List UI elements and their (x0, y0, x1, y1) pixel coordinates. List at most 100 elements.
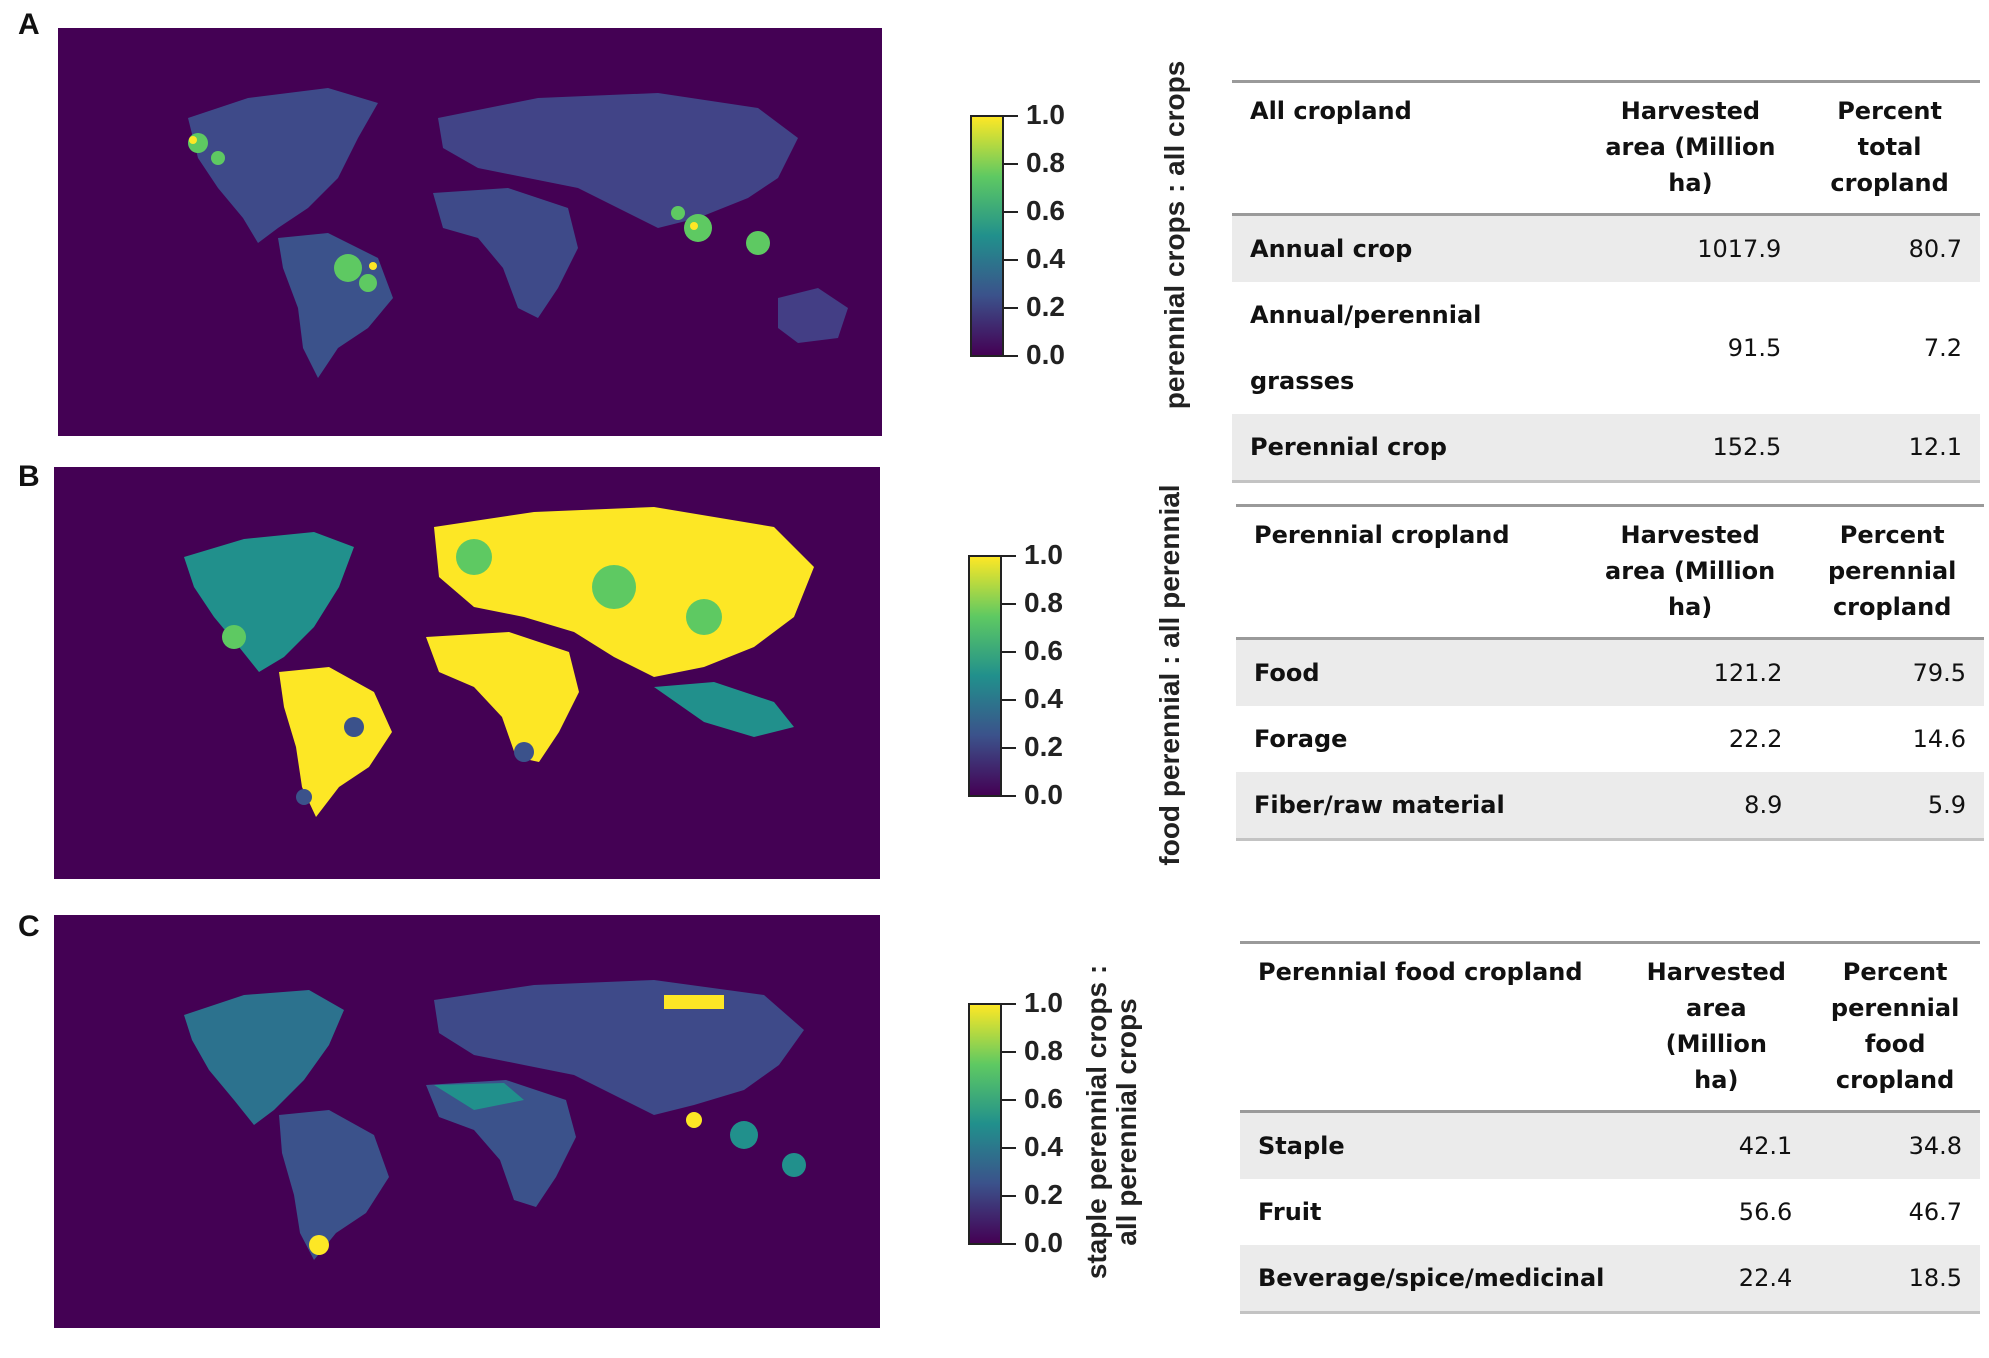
table-row: Annual/perennial grasses 91.5 7.2 (1232, 282, 1980, 414)
colorbar-title-line: all perennial crops (1111, 998, 1142, 1246)
row-area: 91.5 (1727, 334, 1782, 362)
landmass-eurasia-c (434, 980, 804, 1115)
tick-label: 1.0 (1026, 99, 1065, 130)
row-label: Fruit (1258, 1198, 1322, 1226)
row-label: Fiber/raw material (1236, 772, 1580, 841)
hotspots-a (188, 133, 770, 292)
tick-label: 0.8 (1024, 587, 1063, 618)
row-percent: 80.7 (1799, 214, 1980, 282)
colorbar-gradient-a (970, 115, 1004, 357)
tick-mark (1002, 1243, 1016, 1245)
landmass-north-america-b (184, 532, 354, 672)
world-map-c (54, 915, 880, 1328)
stats-table-b: Perennial cropland Harvested area (Milli… (1236, 504, 1984, 841)
tick-label: 0.0 (1024, 779, 1063, 810)
table-header: Perennial food cropland (1240, 941, 1623, 1113)
row-percent: 14.6 (1912, 725, 1966, 753)
row-label: Annual crop (1232, 214, 1582, 282)
tick-label: 0.2 (1026, 291, 1065, 322)
tick-label: 0.4 (1024, 1131, 1063, 1162)
tick-mark (1004, 115, 1018, 117)
table-header: Percent total cropland (1799, 80, 1980, 216)
row-percent: 5.9 (1800, 772, 1984, 841)
table-row: Annual crop 1017.9 80.7 (1232, 214, 1980, 282)
tick-mark (1002, 1051, 1016, 1053)
tick-mark (1002, 1003, 1016, 1005)
colorbar-title-c: staple perennial crops : all perennial c… (1081, 922, 1146, 1322)
tick-label: 1.0 (1024, 987, 1063, 1018)
row-percent: 46.7 (1908, 1198, 1962, 1226)
table-header: Harvested area (Million ha) (1579, 504, 1801, 640)
tick-label: 0.6 (1024, 635, 1063, 666)
table-header-row: Perennial cropland Harvested area (Milli… (1236, 504, 1984, 640)
row-area: 8.9 (1579, 772, 1801, 841)
row-label: Staple (1240, 1111, 1623, 1179)
tick-label: 0.0 (1024, 1227, 1063, 1258)
tick-mark (1002, 795, 1016, 797)
world-map-a (58, 28, 882, 436)
tick-label: 0.2 (1024, 731, 1063, 762)
tick-mark (1002, 651, 1016, 653)
row-percent: 34.8 (1810, 1111, 1980, 1179)
colorbar-title-line: staple perennial crops : (1081, 964, 1112, 1280)
tick-mark (1004, 211, 1018, 213)
panel-letter-c: C (18, 910, 40, 943)
panel-letter-b: B (18, 460, 40, 493)
row-label: Beverage/spice/medicinal (1240, 1245, 1623, 1314)
tick-mark (1002, 699, 1016, 701)
row-area: 22.4 (1622, 1245, 1811, 1314)
landmass-africa-c (426, 1080, 576, 1207)
colorbar-title-a: perennial crops : all crops (1159, 45, 1190, 425)
row-area: 152.5 (1581, 414, 1800, 483)
colorbar-gradient-b (968, 555, 1002, 797)
tick-mark (1004, 355, 1018, 357)
row-label: Food (1236, 638, 1580, 706)
tick-label: 0.2 (1024, 1179, 1063, 1210)
table-header-row: All cropland Harvested area (Million ha)… (1232, 80, 1980, 216)
variation-b-low (296, 717, 534, 805)
table-row: Fruit 56.6 46.7 (1240, 1179, 1980, 1245)
colorbar-b: 1.0 0.8 0.6 0.4 0.2 0.0 (968, 541, 1168, 815)
hotspots-a-high (189, 136, 698, 270)
stats-table-a: All cropland Harvested area (Million ha)… (1232, 80, 1980, 483)
table-header: Percent perennial food cropland (1810, 941, 1980, 1113)
row-label: Forage (1254, 725, 1348, 753)
table-header: Perennial cropland (1236, 504, 1580, 640)
landmass-southeast-asia-b (654, 682, 794, 737)
landmass-africa-b (426, 632, 579, 762)
world-map-b (54, 467, 880, 879)
tick-mark (1002, 1147, 1016, 1149)
tick-label: 0.8 (1024, 1035, 1063, 1066)
table-row: Forage 22.2 14.6 (1236, 706, 1984, 772)
row-percent: 12.1 (1799, 414, 1980, 483)
tick-mark (1002, 603, 1016, 605)
colorbar-title-line: food perennial : all perennial (1154, 484, 1185, 866)
tick-label: 0.8 (1026, 147, 1065, 178)
table-row: Food 121.2 79.5 (1236, 638, 1984, 706)
landmass-australia-a (778, 288, 848, 343)
table-row: Staple 42.1 34.8 (1240, 1111, 1980, 1179)
staple-regions-c (434, 1083, 806, 1177)
landmass-africa-a (433, 188, 578, 318)
row-percent: 79.5 (1800, 638, 1984, 706)
tick-label: 0.6 (1024, 1083, 1063, 1114)
table-header: Harvested area (Million ha) (1581, 80, 1800, 216)
row-area: 1017.9 (1581, 214, 1800, 282)
tick-mark (1004, 307, 1018, 309)
tick-mark (1004, 259, 1018, 261)
colorbar-c: 1.0 0.8 0.6 0.4 0.2 0.0 (968, 989, 1168, 1263)
tick-label: 0.6 (1026, 195, 1065, 226)
colorbar-a: 1.0 0.8 0.6 0.4 0.2 0.0 (970, 101, 1170, 375)
row-percent: 7.2 (1923, 334, 1962, 362)
row-area: 42.1 (1622, 1111, 1811, 1179)
variation-b (222, 539, 722, 649)
colorbar-gradient-c (968, 1003, 1002, 1245)
table-row: Beverage/spice/medicinal 22.4 18.5 (1240, 1245, 1980, 1314)
table-header: All cropland (1232, 80, 1582, 216)
tick-mark (1002, 1099, 1016, 1101)
tick-mark (1004, 163, 1018, 165)
row-label: Perennial crop (1232, 414, 1582, 483)
landmass-north-america-c (184, 990, 344, 1125)
row-label: Annual/perennial grasses (1250, 301, 1482, 395)
landmass-eurasia-a (438, 93, 798, 228)
